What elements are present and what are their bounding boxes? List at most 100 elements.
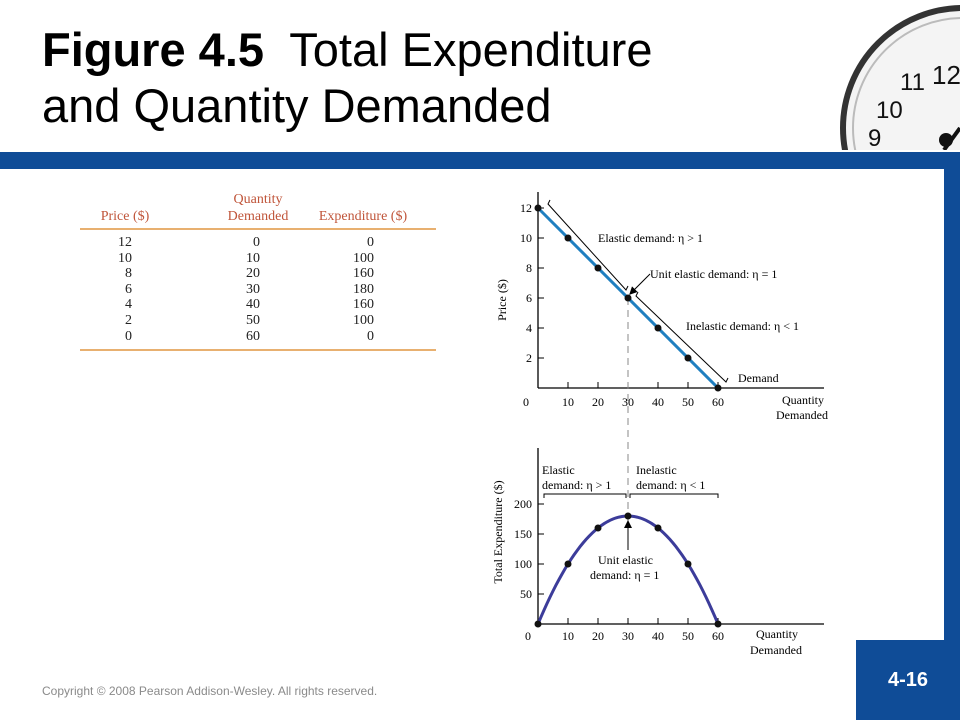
cell-price: 10 [118, 250, 132, 266]
top-ylabel: Price ($) [495, 279, 509, 321]
cell-exp: 0 [367, 235, 374, 250]
table-row: 8 20 160 [80, 266, 436, 282]
bottom-ytick-label: 50 [520, 587, 532, 601]
bottom-xtick-label: 60 [712, 629, 724, 643]
bottom-ytick-label: 100 [514, 557, 532, 571]
bottom-unit-line2: demand: η = 1 [590, 568, 659, 582]
table-row: 6 30 180 [80, 282, 436, 298]
cell-price: 0 [125, 328, 132, 344]
inelastic-region-bracket [629, 493, 719, 498]
demand-point [624, 294, 632, 302]
cell-qty: 10 [246, 250, 260, 266]
table-row: 0 60 0 [80, 329, 436, 345]
expenditure-point [534, 620, 542, 628]
inelastic-annotation: Inelastic demand: η < 1 [686, 319, 799, 333]
table-row: 12 0 0 [80, 235, 436, 251]
demand-point [654, 324, 662, 332]
expenditure-point [564, 560, 572, 568]
cell-qty: 30 [246, 281, 260, 297]
cell-qty: 20 [246, 266, 260, 282]
table-row: 10 10 100 [80, 251, 436, 267]
bottom-ylabel: Total Expenditure ($) [491, 480, 505, 583]
header-divider-bar [0, 152, 960, 169]
demand-point [534, 204, 542, 212]
cell-price: 12 [118, 235, 132, 250]
cell-qty: 0 [253, 235, 260, 250]
cell-price: 8 [125, 266, 132, 282]
title-text: Total Expenditure [289, 23, 653, 76]
top-xlabel-line1: Quantity [782, 393, 824, 407]
bottom-xtick-label: 10 [562, 629, 574, 643]
bottom-xlabel-line2: Demanded [750, 643, 802, 657]
top-xtick-label: 10 [562, 395, 574, 409]
bottom-unit-line1: Unit elastic [598, 553, 653, 567]
expenditure-point [624, 512, 632, 520]
cell-exp: 160 [353, 266, 374, 282]
cell-exp: 100 [353, 250, 374, 266]
bottom-ytick-label: 200 [514, 497, 532, 511]
elastic-bracket [547, 199, 629, 291]
copyright-text: Copyright © 2008 Pearson Addison-Wesley.… [42, 684, 378, 698]
cell-exp: 0 [367, 328, 374, 344]
bottom-inelastic-line2: demand: η < 1 [636, 478, 705, 492]
bottom-elastic-line1: Elastic [542, 463, 575, 477]
elastic-region-bracket [543, 493, 627, 498]
header-expenditure: Expenditure ($) [318, 209, 408, 224]
clock-image: 12 11 10 9 [828, 0, 960, 150]
bottom-elastic-line2: demand: η > 1 [542, 478, 611, 492]
svg-text:12: 12 [932, 60, 960, 90]
table-row: 2 50 100 [80, 313, 436, 329]
cell-exp: 160 [353, 297, 374, 313]
demand-point [684, 354, 692, 362]
header-qty-line1: Quantity [233, 192, 283, 207]
slide-number: 4-16 [856, 640, 960, 720]
data-table: Price ($) Quantity Demanded Expenditure … [80, 190, 436, 352]
top-ytick-label: 2 [526, 351, 532, 365]
expenditure-point [594, 524, 602, 532]
table-row: 4 40 160 [80, 297, 436, 313]
bottom-xtick-label: 40 [652, 629, 664, 643]
bottom-xtick-label: 20 [592, 629, 604, 643]
top-xtick-label: 60 [712, 395, 724, 409]
demand-point [714, 384, 722, 392]
expenditure-point [684, 560, 692, 568]
title-figure-number: Figure 4.5 [42, 23, 265, 76]
bottom-xtick-label: 30 [622, 629, 634, 643]
bottom-inelastic-line1: Inelastic [636, 463, 677, 477]
cell-qty: 50 [246, 312, 260, 328]
top-ytick-label: 12 [520, 201, 532, 215]
top-xtick-label: 40 [652, 395, 664, 409]
slide-title: Figure 4.5 Total Expenditure and Quantit… [42, 22, 802, 134]
table-header: Price ($) Quantity Demanded Expenditure … [80, 190, 436, 230]
demand-point [564, 234, 572, 242]
bottom-xlabel-line1: Quantity [756, 627, 798, 641]
cell-price: 2 [125, 312, 132, 328]
elastic-annotation: Elastic demand: η > 1 [598, 231, 703, 245]
top-xtick-label: 50 [682, 395, 694, 409]
top-ytick-label: 6 [526, 291, 532, 305]
svg-text:10: 10 [876, 97, 903, 124]
top-ytick-label: 8 [526, 261, 532, 275]
bottom-xtick-label: 50 [682, 629, 694, 643]
top-ytick-label: 10 [520, 231, 532, 245]
top-xlabel-line2: Demanded [776, 408, 828, 422]
bottom-xtick-label: 0 [525, 629, 531, 643]
inelastic-bracket [635, 291, 729, 383]
header-price: Price ($) [100, 209, 150, 224]
top-xtick-label: 0 [523, 395, 529, 409]
expenditure-point [714, 620, 722, 628]
top-xtick-label: 30 [622, 395, 634, 409]
svg-text:9: 9 [868, 125, 881, 150]
unit-elastic-arrow [629, 273, 651, 295]
svg-text:11: 11 [900, 69, 925, 96]
demand-point [594, 264, 602, 272]
header-qty-line2: Demanded [227, 209, 289, 224]
expenditure-point [654, 524, 662, 532]
bottom-ytick-label: 150 [514, 527, 532, 541]
demand-label: Demand [738, 371, 779, 385]
unit-elastic-annotation: Unit elastic demand: η = 1 [650, 267, 777, 281]
cell-qty: 60 [246, 328, 260, 344]
cell-qty: 40 [246, 297, 260, 313]
top-ytick-label: 4 [526, 321, 532, 335]
right-border-bar [944, 152, 960, 640]
